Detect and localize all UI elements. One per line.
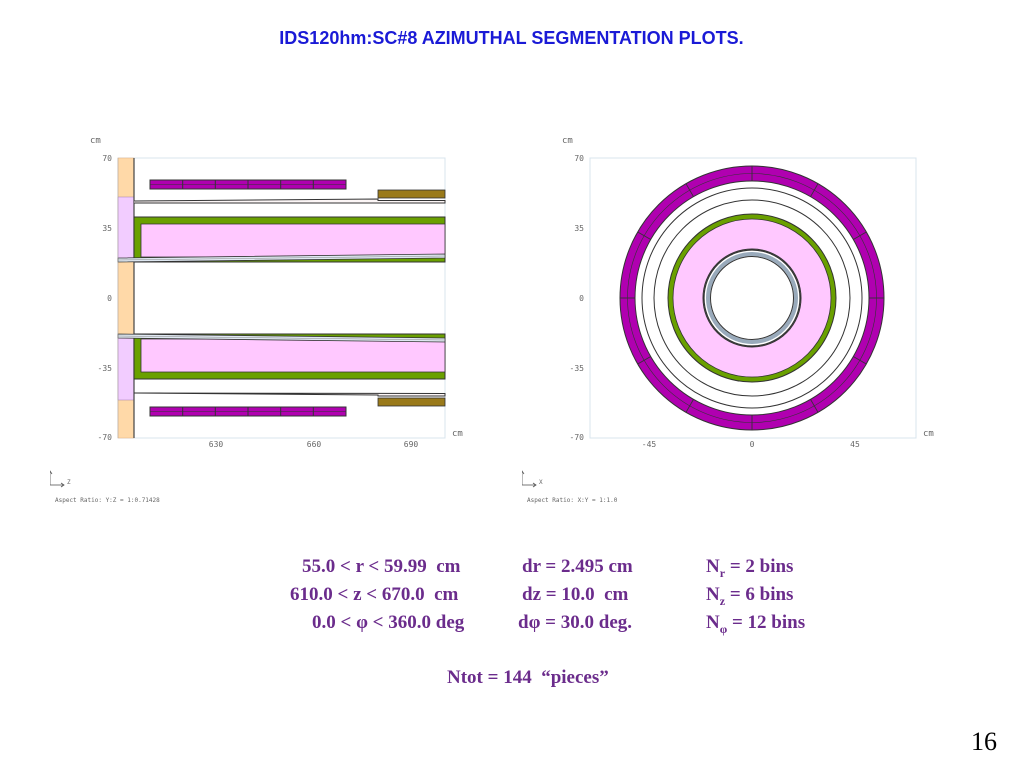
dr-value: dr = 2.495 cm	[522, 556, 633, 577]
phi-range: 0.0 < φ < 360.0 deg	[312, 612, 465, 633]
nr-sub: r	[719, 565, 726, 580]
olive-upper	[377, 189, 446, 199]
x-unit-label: cm	[452, 429, 463, 439]
lavender-lower	[117, 337, 135, 401]
y-tick: -70	[570, 433, 585, 442]
olive-lower	[377, 397, 446, 407]
vessel-ring-inner	[653, 199, 851, 397]
axis-x-letter: X	[539, 479, 543, 486]
y-tick: 0	[579, 294, 584, 303]
aspect-ratio-label: Aspect Ratio: Y:Z = 1:0.71428	[55, 497, 160, 504]
nphi-bins: Nφ = 12 bins	[706, 612, 805, 637]
vessel-ring-outer	[641, 187, 863, 409]
slide-title: IDS120hm:SC#8 AZIMUTHAL SEGMENTATION PLO…	[279, 28, 744, 48]
y-tick: 0	[107, 294, 112, 303]
vessel-lower	[133, 392, 446, 397]
upper-segmented-bar	[149, 179, 347, 190]
nz-sub: z	[719, 593, 726, 608]
dz-value: dz = 10.0 cm	[522, 584, 629, 605]
axis-indicator-icon	[522, 470, 537, 488]
y-tick: 70	[574, 154, 584, 163]
axis-indicator-icon	[50, 470, 65, 488]
nphi-sub: φ	[719, 621, 728, 636]
plot-area	[117, 157, 446, 439]
y-tick: 70	[102, 154, 112, 163]
ntot-value: Ntot = 144 “pieces”	[447, 667, 609, 688]
dphi-value: dφ = 30.0 deg.	[518, 612, 632, 633]
lavender-upper	[117, 196, 135, 260]
x-tick: -45	[642, 440, 657, 449]
y-unit-label: cm	[90, 136, 101, 146]
green-pink-upper	[133, 216, 446, 263]
plot-xy-section: cm 70 35 0 -35 -70	[522, 136, 934, 504]
axis-x-letter: Z	[67, 479, 71, 486]
y-tick: 35	[574, 224, 584, 233]
nr-value: = 2 bins	[725, 556, 794, 577]
nphi-base: N	[706, 612, 720, 633]
nphi-value: = 12 bins	[727, 612, 806, 633]
lower-segmented-bar	[149, 406, 347, 417]
green-pink-ring	[667, 213, 837, 383]
x-tick: 690	[404, 440, 419, 449]
aspect-ratio-label: Aspect Ratio: X:Y = 1:1.0	[527, 497, 618, 504]
y-tick: -35	[98, 364, 113, 373]
x-unit-label: cm	[923, 429, 934, 439]
vessel-upper	[133, 198, 446, 204]
x-tick: 630	[209, 440, 224, 449]
beam-pipe-ring	[703, 249, 801, 347]
nz-base: N	[706, 584, 720, 605]
r-range: 55.0 < r < 59.99 cm	[302, 556, 461, 577]
nr-base: N	[706, 556, 720, 577]
z-range: 610.0 < z < 670.0 cm	[290, 584, 459, 605]
nr-bins: Nr = 2 bins	[706, 556, 793, 581]
y-tick: -70	[98, 433, 113, 442]
nz-bins: Nz = 6 bins	[706, 584, 793, 609]
nz-value: = 6 bins	[725, 584, 794, 605]
x-tick: 660	[307, 440, 322, 449]
plot-yz-section: cm	[50, 136, 463, 504]
x-tick: 45	[850, 440, 860, 449]
page-number: 16	[971, 727, 997, 756]
y-tick: -35	[570, 364, 585, 373]
y-tick: 35	[102, 224, 112, 233]
y-unit-label: cm	[562, 136, 573, 146]
x-tick: 0	[750, 440, 755, 449]
green-pink-lower	[133, 333, 446, 380]
